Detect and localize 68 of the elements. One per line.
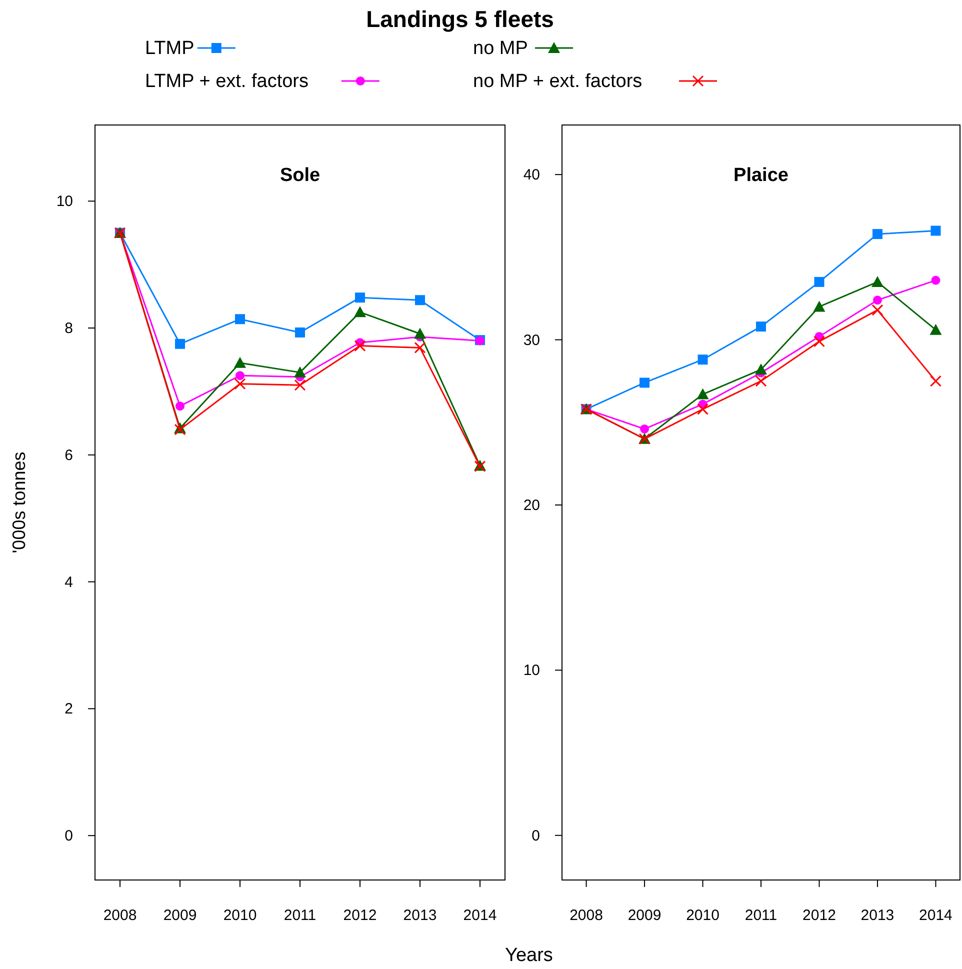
y-tick-label: 8 <box>64 320 73 338</box>
y-tick-label: 2 <box>64 700 73 718</box>
x-tick-label: 2010 <box>223 907 257 924</box>
y-tick-label: 0 <box>532 827 540 844</box>
point <box>930 375 942 387</box>
legend-label: LTMP <box>145 38 194 59</box>
point <box>698 354 708 365</box>
y-tick-label: 20 <box>523 496 540 514</box>
text: Sole <box>280 165 320 186</box>
point <box>294 366 306 378</box>
point <box>176 402 185 411</box>
point <box>756 322 766 332</box>
point <box>354 340 366 352</box>
x-tick-label: 2012 <box>802 907 836 924</box>
x-tick-label: 2008 <box>570 907 603 924</box>
y-tick-label: 4 <box>64 574 73 591</box>
point <box>354 306 366 318</box>
point <box>640 378 650 388</box>
x-tick-label: 2008 <box>103 907 137 924</box>
x-tick-label: 2010 <box>686 907 720 924</box>
point <box>414 295 425 306</box>
x-axis-title: Years <box>505 945 553 966</box>
point <box>234 378 246 390</box>
x-tick-label: 2011 <box>284 907 316 924</box>
point <box>814 276 824 287</box>
y-tick-label: 30 <box>523 332 540 349</box>
x-tick-label: 2013 <box>860 907 894 924</box>
point <box>236 371 245 380</box>
x-tick-label: 2011 <box>744 907 778 924</box>
point <box>813 336 825 348</box>
point <box>235 314 246 324</box>
x-tick-label: 2012 <box>343 907 377 924</box>
y-tick-label: 40 <box>523 166 540 184</box>
text: Landings 5 fleets <box>366 6 554 32</box>
point <box>931 276 940 285</box>
x-tick-label: 2014 <box>463 907 497 924</box>
point <box>930 324 942 335</box>
point <box>414 328 426 339</box>
point <box>234 356 246 368</box>
point <box>175 338 186 349</box>
x-tick-label: 2009 <box>163 907 197 924</box>
text: Plaice <box>734 165 788 186</box>
point <box>640 424 650 434</box>
y-axis-title: '000s tonnes <box>9 452 29 554</box>
legend-label: LTMP + ext. factors <box>145 71 308 92</box>
point <box>755 375 767 387</box>
y-tick-label: 10 <box>523 662 540 680</box>
y-tick-label: 0 <box>64 828 73 845</box>
point <box>354 292 365 303</box>
point <box>294 379 306 391</box>
point <box>697 403 709 415</box>
x-tick-label: 2014 <box>919 907 952 924</box>
y-tick-label: 10 <box>56 193 73 210</box>
point <box>872 229 882 240</box>
point <box>755 364 767 375</box>
point <box>414 342 426 354</box>
x-tick-label: 2009 <box>628 907 662 924</box>
point <box>872 296 882 305</box>
legend-label: no MP <box>473 38 528 59</box>
point <box>871 276 884 287</box>
point <box>295 327 305 338</box>
point <box>872 304 884 316</box>
x-tick-label: 2013 <box>403 907 437 924</box>
point <box>930 226 941 236</box>
point <box>813 300 826 312</box>
legend-label: no MP + ext. factors <box>473 71 642 92</box>
y-tick-label: 6 <box>64 446 73 464</box>
point <box>696 388 709 400</box>
